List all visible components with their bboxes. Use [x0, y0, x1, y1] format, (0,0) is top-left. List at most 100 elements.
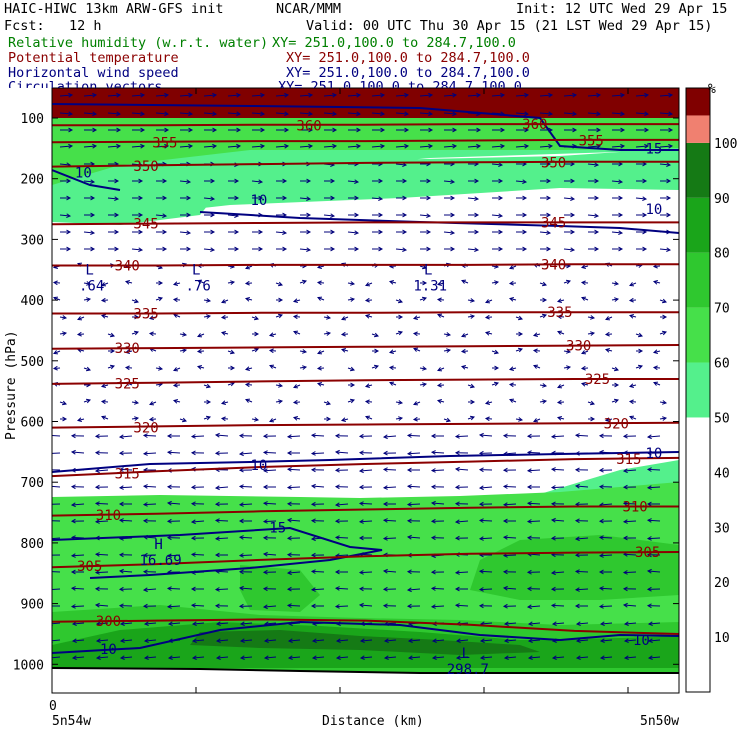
wind-vector-head	[526, 484, 532, 490]
wind-vector-head	[262, 604, 268, 610]
wind-vector	[431, 451, 445, 454]
wind-vector	[599, 536, 613, 539]
wind-vector-head	[596, 111, 602, 117]
wind-vector-head	[498, 213, 504, 219]
y-axis-label: Pressure (hPa)	[4, 330, 19, 440]
wind-vector-head	[452, 92, 458, 98]
wind-vector-head	[406, 451, 412, 456]
wind-vector-head	[590, 416, 596, 422]
wind-vector	[491, 163, 503, 166]
wind-vector-head	[524, 111, 530, 117]
wind-vector	[491, 382, 499, 386]
theta-contour-345	[52, 221, 679, 226]
wind-vector	[383, 468, 397, 471]
wind-vector	[359, 502, 373, 505]
wind-vector-head	[114, 246, 120, 252]
wind-vector	[635, 365, 643, 369]
wind-vector-head	[502, 535, 508, 540]
contour-label: 10	[633, 633, 650, 649]
wind-vector-head	[62, 331, 68, 336]
wind-vector-head	[334, 484, 340, 490]
contour-label: 350	[133, 159, 158, 175]
contour-label: 10	[250, 458, 267, 474]
wind-vector-head	[164, 92, 170, 98]
wind-vector	[131, 299, 139, 303]
wind-vector-head	[191, 655, 197, 661]
wind-vector-head	[86, 281, 92, 286]
wind-vector-head	[533, 364, 539, 369]
wind-vector	[269, 365, 277, 369]
wind-vector-head	[493, 349, 499, 355]
wind-vector-head	[238, 535, 244, 540]
wind-vector-head	[422, 382, 428, 387]
wind-vector-head	[479, 655, 485, 661]
field-rh-xy: XY= 251.0,100.0 to 284.7,100.0	[272, 35, 516, 51]
wind-vector	[659, 163, 671, 166]
wind-vector-head	[557, 330, 563, 335]
wind-vector-head	[284, 127, 290, 133]
wind-vector	[437, 367, 445, 371]
wind-vector	[395, 145, 409, 148]
wind-vector-head	[334, 535, 340, 540]
wind-vector-head	[53, 350, 59, 355]
wind-vector	[563, 280, 571, 284]
wind-vector-head	[652, 280, 658, 285]
wind-vector-head	[478, 536, 484, 541]
wind-vector-head	[502, 433, 508, 439]
wind-vector-head	[421, 264, 427, 270]
terrain	[52, 668, 679, 693]
wind-vector	[624, 622, 637, 625]
wind-vector	[587, 94, 601, 97]
wind-vector-head	[522, 212, 528, 218]
wind-vector	[335, 605, 349, 608]
wind-vector-head	[48, 484, 52, 488]
wind-vector-head	[317, 350, 323, 355]
wind-vector-head	[646, 518, 652, 523]
wind-vector	[263, 451, 277, 454]
wind-vector	[131, 248, 143, 251]
wind-vector-head	[238, 484, 244, 489]
wind-vector-head	[332, 111, 338, 117]
wind-vector-head	[262, 433, 268, 439]
wind-vector-head	[293, 384, 299, 389]
wind-vector	[263, 469, 277, 472]
wind-vector-head	[382, 434, 388, 440]
wind-vector-head	[476, 127, 482, 133]
wind-vector-head	[190, 501, 196, 507]
wind-vector	[413, 348, 421, 352]
wind-vector-head	[142, 569, 148, 575]
wind-vector	[384, 639, 397, 642]
wind-vector-head	[522, 246, 528, 252]
wind-vector-head	[268, 332, 274, 337]
contour-label: 355	[152, 135, 177, 151]
wind-vector-head	[454, 586, 460, 592]
wind-vector	[131, 145, 145, 148]
wind-vector-head	[398, 416, 404, 421]
wind-vector	[120, 622, 133, 625]
wind-vector	[635, 197, 647, 200]
wind-vector-head	[413, 401, 419, 406]
wind-vector	[239, 485, 253, 488]
rh-band-upper-mid	[52, 118, 679, 185]
wind-vector-head	[644, 143, 650, 149]
wind-vector-head	[182, 332, 188, 337]
wind-vector-head	[666, 178, 672, 184]
wind-vector-head	[310, 587, 316, 592]
wind-vector-head	[628, 297, 634, 303]
wind-vector-head	[662, 314, 668, 320]
wind-vector-head	[502, 603, 508, 609]
wind-vector-head	[450, 212, 456, 218]
wind-vector-head	[100, 297, 106, 303]
extremum-value: 298.7	[447, 662, 489, 678]
wind-vector	[143, 434, 157, 437]
wind-vector	[144, 656, 157, 659]
wind-vector	[95, 553, 109, 556]
wind-vector-head	[148, 416, 154, 422]
wind-vector-head	[638, 348, 644, 354]
wind-vector	[143, 503, 157, 506]
wind-vector-head	[359, 638, 365, 644]
x-axis-label: Distance (km)	[322, 714, 424, 729]
wind-vector-head	[618, 212, 624, 218]
wind-vector-head	[134, 314, 140, 320]
wind-vector-head	[498, 229, 504, 235]
